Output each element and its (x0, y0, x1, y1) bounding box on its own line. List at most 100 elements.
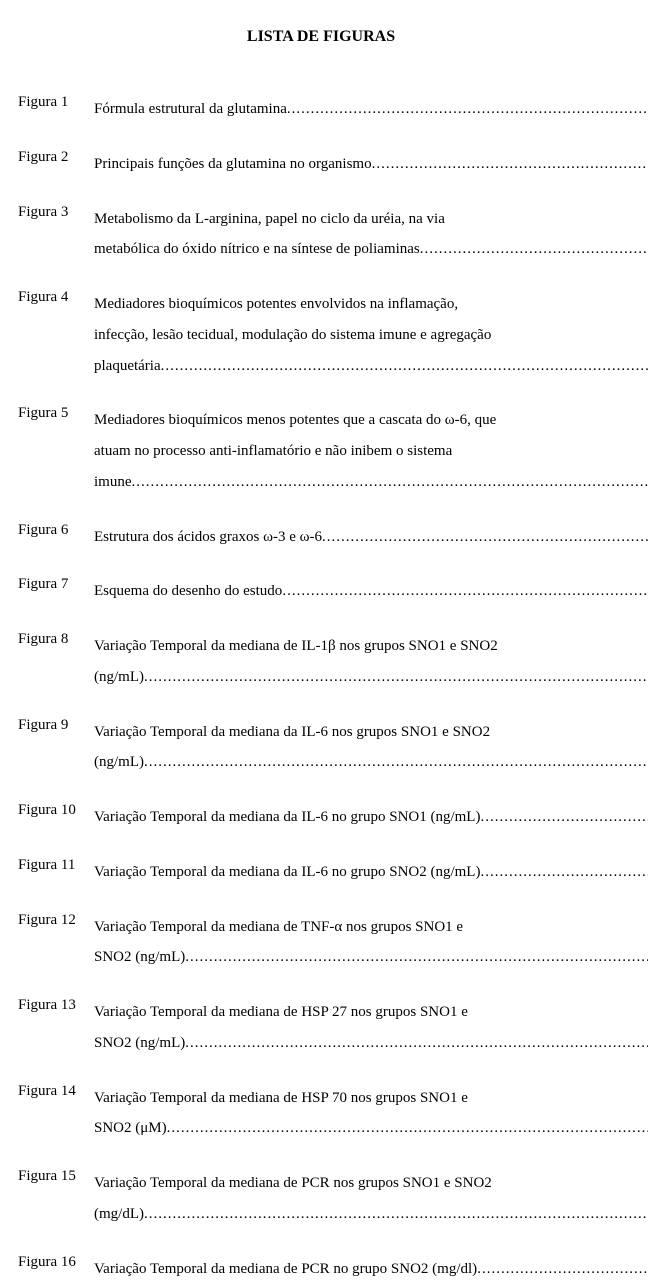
figure-label: Figura 2 (18, 149, 94, 166)
figure-label: Figura 5 (18, 405, 94, 422)
figure-entry: Figura 7Esquema do desenho do estudo....… (18, 576, 624, 607)
figure-entry: Figura 9Variação Temporal da mediana da … (18, 717, 624, 779)
figure-description: Variação Temporal da mediana de HSP 70 n… (94, 1083, 648, 1145)
figure-description-last-line: Fórmula estrutural da glutamina.........… (94, 94, 648, 125)
figure-entry: Figura 2Principais funções da glutamina … (18, 149, 624, 180)
figure-description: Variação Temporal da mediana da IL-6 no … (94, 857, 648, 888)
figure-entry: Figura 3Metabolismo da L-arginina, papel… (18, 204, 624, 266)
figure-description-line: Variação Temporal da mediana de IL-1β no… (94, 631, 648, 662)
figure-description: Variação Temporal da mediana da IL-6 no … (94, 802, 648, 833)
figure-description-last-text: Variação Temporal da mediana de PCR no g… (94, 1254, 477, 1284)
leader-dots: ........................................… (480, 802, 648, 833)
figure-description: Variação Temporal da mediana de TNF-α no… (94, 912, 648, 974)
figure-description-line: Variação Temporal da mediana de PCR nos … (94, 1168, 648, 1199)
figure-label: Figura 12 (18, 912, 94, 929)
leader-dots: ........................................… (167, 1113, 648, 1144)
leader-dots: ........................................… (477, 1254, 648, 1284)
figure-label: Figura 6 (18, 522, 94, 539)
figure-description-last-line: SNO2 (ng/mL)............................… (94, 1028, 648, 1059)
leader-dots: ........................................… (161, 351, 648, 382)
figure-entry: Figura 4Mediadores bioquímicos potentes … (18, 289, 624, 381)
leader-dots: ........................................… (287, 94, 648, 125)
figure-label: Figura 14 (18, 1083, 94, 1100)
figure-description-last-line: Variação Temporal da mediana da IL-6 no … (94, 857, 648, 888)
figure-description-last-line: Variação Temporal da mediana de PCR no g… (94, 1254, 648, 1284)
leader-dots: ........................................… (185, 1028, 648, 1059)
figure-label: Figura 9 (18, 717, 94, 734)
figure-description-last-line: Estrutura dos ácidos graxos ω-3 e ω-6...… (94, 522, 648, 553)
page-title: LISTA DE FIGURAS (18, 28, 624, 46)
figure-description: Fórmula estrutural da glutamina.........… (94, 94, 648, 125)
figure-description-last-text: SNO2 (ng/mL) (94, 942, 185, 973)
figure-entry: Figura 1Fórmula estrutural da glutamina.… (18, 94, 624, 125)
figure-description: Variação Temporal da mediana de PCR no g… (94, 1254, 648, 1284)
figure-label: Figura 4 (18, 289, 94, 306)
figure-description-last-text: Variação Temporal da mediana da IL-6 no … (94, 802, 480, 833)
figure-description-last-line: plaquetária.............................… (94, 351, 648, 382)
figure-entry: Figura 15Variação Temporal da mediana de… (18, 1168, 624, 1230)
figure-description-line: infecção, lesão tecidual, modulação do s… (94, 320, 648, 351)
figure-entry: Figura 14Variação Temporal da mediana de… (18, 1083, 624, 1145)
figure-description-last-text: (ng/mL) (94, 662, 144, 693)
figure-description: Variação Temporal da mediana da IL-6 nos… (94, 717, 648, 779)
figure-description-last-text: plaquetária (94, 351, 161, 382)
figure-list: Figura 1Fórmula estrutural da glutamina.… (18, 94, 624, 1284)
figure-description: Estrutura dos ácidos graxos ω-3 e ω-6...… (94, 522, 648, 553)
figure-entry: Figura 5Mediadores bioquímicos menos pot… (18, 405, 624, 497)
figure-description: Variação Temporal da mediana de IL-1β no… (94, 631, 648, 693)
figure-description-line: Variação Temporal da mediana de HSP 70 n… (94, 1083, 648, 1114)
figure-label: Figura 16 (18, 1254, 94, 1271)
figure-description-last-line: Variação Temporal da mediana da IL-6 no … (94, 802, 648, 833)
figure-description-last-text: SNO2 (μM) (94, 1113, 167, 1144)
figure-description-last-line: imune...................................… (94, 467, 648, 498)
figure-entry: Figura 12Variação Temporal da mediana de… (18, 912, 624, 974)
figure-description-line: Variação Temporal da mediana de TNF-α no… (94, 912, 648, 943)
figure-description-last-text: metabólica do óxido nítrico e na síntese… (94, 234, 420, 265)
figure-description: Variação Temporal da mediana de HSP 27 n… (94, 997, 648, 1059)
leader-dots: ........................................… (322, 522, 648, 553)
figure-description-line: Variação Temporal da mediana da IL-6 nos… (94, 717, 648, 748)
figure-description-line: Variação Temporal da mediana de HSP 27 n… (94, 997, 648, 1028)
figure-entry: Figura 16Variação Temporal da mediana de… (18, 1254, 624, 1284)
figure-description-last-text: imune (94, 467, 132, 498)
leader-dots: ........................................… (480, 857, 648, 888)
figure-entry: Figura 8Variação Temporal da mediana de … (18, 631, 624, 693)
figure-description-last-text: Variação Temporal da mediana da IL-6 no … (94, 857, 480, 888)
figure-label: Figura 10 (18, 802, 94, 819)
figure-description-last-line: (ng/mL).................................… (94, 747, 648, 778)
figure-description: Esquema do desenho do estudo............… (94, 576, 648, 607)
figure-description: Principais funções da glutamina no organ… (94, 149, 648, 180)
leader-dots: ........................................… (144, 747, 648, 778)
figure-entry: Figura 11Variação Temporal da mediana da… (18, 857, 624, 888)
figure-description-last-text: Esquema do desenho do estudo (94, 576, 282, 607)
leader-dots: ........................................… (144, 1199, 648, 1230)
leader-dots: ........................................… (420, 234, 648, 265)
figure-label: Figura 15 (18, 1168, 94, 1185)
figure-description-last-line: (mg/dL).................................… (94, 1199, 648, 1230)
leader-dots: ........................................… (132, 467, 648, 498)
figure-description-last-text: Estrutura dos ácidos graxos ω-3 e ω-6 (94, 522, 322, 553)
figure-description: Mediadores bioquímicos menos potentes qu… (94, 405, 648, 497)
figure-description-last-line: (ng/mL).................................… (94, 662, 648, 693)
figure-description-last-text: (mg/dL) (94, 1199, 144, 1230)
figure-description-last-line: Principais funções da glutamina no organ… (94, 149, 648, 180)
figure-description: Mediadores bioquímicos potentes envolvid… (94, 289, 648, 381)
figure-description-last-line: metabólica do óxido nítrico e na síntese… (94, 234, 648, 265)
figure-label: Figura 1 (18, 94, 94, 111)
figure-entry: Figura 10Variação Temporal da mediana da… (18, 802, 624, 833)
figure-entry: Figura 6Estrutura dos ácidos graxos ω-3 … (18, 522, 624, 553)
leader-dots: ........................................… (144, 662, 648, 693)
figure-label: Figura 11 (18, 857, 94, 874)
leader-dots: ........................................… (372, 149, 648, 180)
figure-description-line: Mediadores bioquímicos potentes envolvid… (94, 289, 648, 320)
figure-description-last-line: Esquema do desenho do estudo............… (94, 576, 648, 607)
figure-description-last-text: Fórmula estrutural da glutamina (94, 94, 287, 125)
figure-description: Metabolismo da L-arginina, papel no cicl… (94, 204, 648, 266)
figure-entry: Figura 13Variação Temporal da mediana de… (18, 997, 624, 1059)
figure-description-last-line: SNO2 (ng/mL)............................… (94, 942, 648, 973)
figure-description-last-line: SNO2 (μM)...............................… (94, 1113, 648, 1144)
figure-label: Figura 13 (18, 997, 94, 1014)
figure-description-last-text: Principais funções da glutamina no organ… (94, 149, 372, 180)
figure-description-line: atuam no processo anti-inflamatório e nã… (94, 436, 648, 467)
figure-label: Figura 7 (18, 576, 94, 593)
